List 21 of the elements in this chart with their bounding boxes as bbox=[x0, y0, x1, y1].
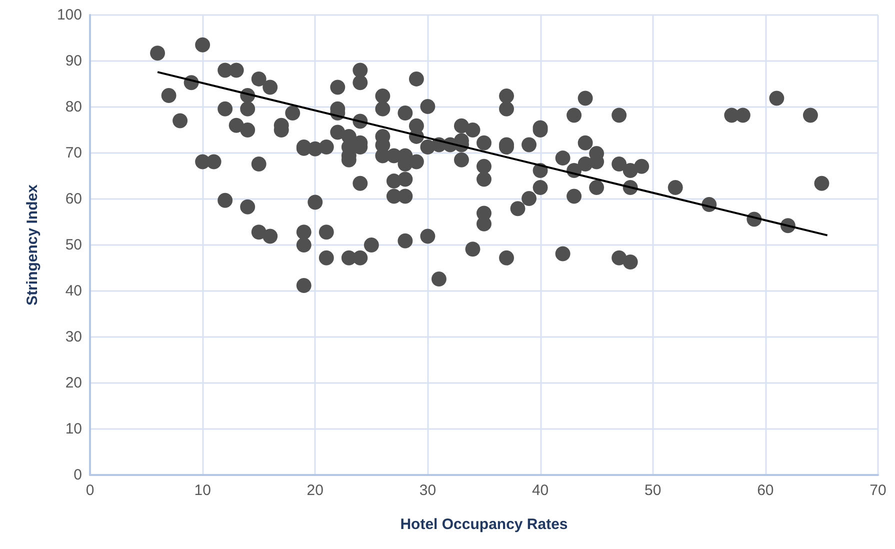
y-tick-label: 80 bbox=[65, 98, 82, 116]
x-tick-label: 30 bbox=[419, 482, 436, 499]
y-tick-label: 30 bbox=[65, 328, 82, 346]
y-tick-label: 10 bbox=[65, 420, 82, 438]
x-tick-label: 70 bbox=[870, 482, 886, 499]
x-tick-label: 50 bbox=[644, 482, 662, 499]
x-tick-label: 20 bbox=[306, 482, 324, 499]
y-tick-label: 20 bbox=[65, 374, 82, 392]
x-tick-label: 10 bbox=[194, 482, 211, 499]
y-tick-label: 100 bbox=[56, 6, 82, 24]
x-tick-label: 40 bbox=[532, 482, 549, 499]
x-tick-label: 0 bbox=[86, 482, 94, 499]
y-tick-label: 70 bbox=[65, 144, 82, 162]
y-tick-label: 50 bbox=[65, 236, 82, 254]
y-tick-label: 60 bbox=[65, 190, 82, 208]
x-axis-title: Hotel Occupancy Rates bbox=[400, 516, 568, 533]
x-tick-label: 60 bbox=[757, 482, 774, 499]
y-axis-title: Stringency Index bbox=[24, 184, 41, 306]
y-tick-label: 90 bbox=[65, 52, 82, 70]
y-tick-label: 40 bbox=[65, 282, 82, 300]
y-tick-label: 0 bbox=[74, 466, 82, 484]
